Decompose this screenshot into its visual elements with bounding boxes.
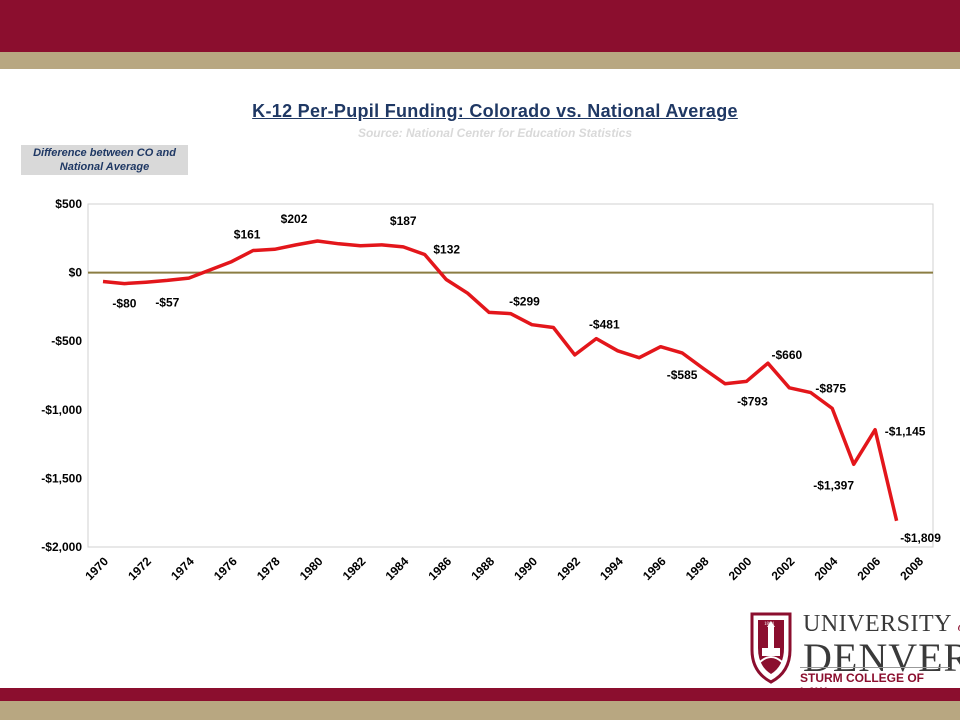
wordmark-university: UNIVERSITY [803, 611, 952, 637]
data-label: -$660 [772, 348, 803, 362]
data-label: -$57 [155, 295, 179, 309]
y-tick-label: -$1,000 [41, 403, 82, 417]
x-tick-label: 2002 [769, 554, 798, 583]
data-label: -$299 [509, 295, 540, 309]
x-tick-label: 1994 [597, 554, 626, 583]
data-label: -$1,397 [813, 478, 854, 492]
x-tick-label: 1998 [683, 554, 712, 583]
y-tick-label: $500 [55, 197, 82, 211]
x-tick-label: 1996 [640, 554, 669, 583]
x-tick-label: 1984 [383, 554, 412, 583]
data-label: -$793 [737, 394, 768, 408]
data-label: -$1,809 [900, 531, 941, 545]
x-tick-label: 1990 [511, 554, 540, 583]
data-label: $187 [390, 214, 417, 228]
data-label: -$80 [112, 297, 136, 311]
plot-area [87, 203, 934, 548]
x-tick-label: 1992 [554, 554, 583, 583]
x-tick-label: 1970 [82, 554, 111, 583]
seal-icon: 1864 [750, 612, 792, 684]
y-tick-label: -$500 [51, 334, 82, 348]
x-tick-label: 1986 [425, 554, 454, 583]
data-label: $132 [433, 242, 460, 256]
bottom-crimson-band [0, 688, 960, 701]
x-tick-label: 1978 [254, 554, 283, 583]
x-tick-label: 2006 [854, 554, 883, 583]
x-tick-label: 2004 [812, 554, 841, 583]
university-wordmark: UNIVERSITY of DENVER [803, 611, 960, 680]
data-label: $202 [281, 212, 308, 226]
x-tick-label: 2008 [897, 554, 926, 583]
data-label: -$875 [815, 382, 846, 396]
y-tick-label: -$2,000 [41, 540, 82, 554]
y-tick-label: -$1,500 [41, 471, 82, 485]
x-tick-label: 1988 [468, 554, 497, 583]
top-gold-stripe [0, 52, 960, 69]
bottom-gold-stripe [0, 701, 960, 720]
y-tick-label: $0 [69, 266, 83, 280]
data-label: -$481 [589, 318, 620, 332]
chart-subtitle: Source: National Center for Education St… [357, 126, 633, 140]
data-label: -$585 [667, 368, 698, 382]
chart-title: K-12 Per-Pupil Funding: Colorado vs. Nat… [252, 101, 738, 121]
wordmark-denver: DENVER [803, 635, 960, 680]
data-label: -$1,145 [885, 425, 926, 439]
university-logo: 1864 [750, 612, 792, 684]
seal-year: 1864 [764, 622, 775, 627]
x-tick-label: 1982 [340, 554, 369, 583]
x-tick-label: 1980 [297, 554, 326, 583]
series-line [102, 239, 899, 522]
x-tick-label: 1974 [168, 554, 197, 583]
x-tick-label: 1976 [211, 554, 240, 583]
top-crimson-band [0, 0, 960, 52]
legend-note: Difference between CO and National Avera… [21, 145, 188, 175]
x-tick-label: 2000 [726, 554, 755, 583]
wordmark-of: of [958, 620, 960, 635]
data-label: $161 [234, 228, 261, 242]
x-tick-label: 1972 [125, 554, 154, 583]
